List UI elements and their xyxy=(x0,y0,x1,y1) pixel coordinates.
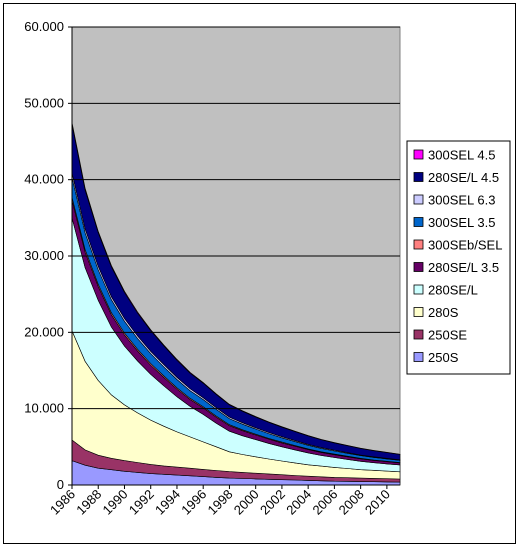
legend-swatch xyxy=(413,239,424,250)
x-tick-label: 2010 xyxy=(362,487,393,518)
y-tick-label: 40.000 xyxy=(24,172,64,187)
legend-swatch xyxy=(413,262,424,272)
x-tick-label: 1998 xyxy=(205,487,236,518)
x-tick-label: 2004 xyxy=(283,487,314,518)
legend-label: 300SEL 4.5 xyxy=(428,148,495,163)
legend-swatch xyxy=(413,307,424,317)
legend-label: 280S xyxy=(428,305,459,320)
legend-swatch xyxy=(413,149,424,160)
x-tick-label: 1994 xyxy=(152,487,183,518)
x-tick-label: 2006 xyxy=(309,487,340,518)
y-tick-label: 50.000 xyxy=(24,95,64,110)
legend-label: 300SEL 6.3 xyxy=(428,193,495,208)
legend-swatch xyxy=(413,329,424,340)
area-300sel-4-5 xyxy=(71,122,401,455)
x-tick-label: 2000 xyxy=(231,487,262,518)
x-tick-label: 2008 xyxy=(336,487,367,518)
legend-swatch xyxy=(413,217,424,227)
legend-label: 280SE/L 4.5 xyxy=(428,170,499,185)
legend-label: 280SE/L xyxy=(428,283,478,298)
y-tick-label: 0 xyxy=(57,477,64,492)
legend-swatch xyxy=(413,284,424,295)
y-tick-label: 10.000 xyxy=(24,401,64,416)
legend-label: 250SE xyxy=(428,328,467,343)
x-tick-label: 1988 xyxy=(73,487,104,518)
legend-swatch xyxy=(413,194,424,205)
legend xyxy=(406,140,511,375)
x-tick-label: 1986 xyxy=(47,487,78,518)
legend-swatch xyxy=(413,352,424,362)
legend-label: 250S xyxy=(428,350,459,365)
y-tick-label: 20.000 xyxy=(24,324,64,339)
legend-label: 300SEb/SEL xyxy=(428,238,502,253)
y-tick-label: 60.000 xyxy=(24,19,64,34)
legend-label: 300SEL 3.5 xyxy=(428,215,495,230)
legend-label: 280SE/L 3.5 xyxy=(428,260,499,275)
y-tick-label: 30.000 xyxy=(24,248,64,263)
x-tick-label: 1992 xyxy=(126,487,157,518)
x-tick-label: 1990 xyxy=(100,487,131,518)
legend-swatch xyxy=(413,172,424,182)
x-tick-label: 2002 xyxy=(257,487,288,518)
x-tick-label: 1996 xyxy=(178,487,209,518)
